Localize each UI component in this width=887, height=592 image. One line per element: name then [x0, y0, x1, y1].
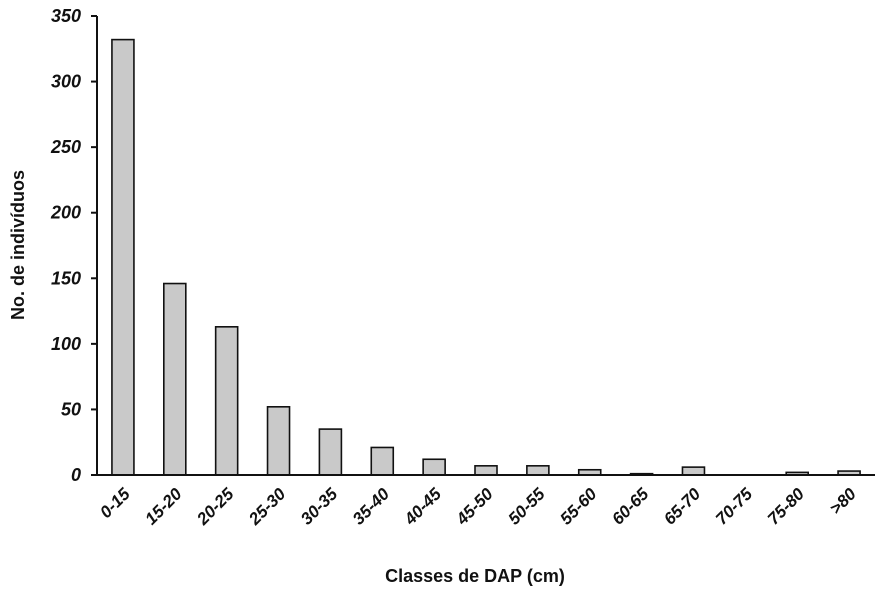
y-tick-label: 50 — [61, 399, 81, 419]
y-tick-label: 150 — [51, 268, 81, 288]
x-tick-label: 40-45 — [400, 484, 445, 529]
bar-0-15 — [111, 38, 135, 476]
bar-35-40 — [370, 446, 395, 476]
x-tick-label: 20-25 — [193, 484, 238, 529]
y-tick-label: 250 — [50, 137, 81, 157]
y-axis-title: No. de indivíduos — [8, 170, 28, 320]
x-tick-label: 15-20 — [141, 484, 186, 529]
y-tick-label: 0 — [71, 465, 81, 485]
y-axis-ticks: 0 50 100 150 200 250 300 350 — [50, 6, 97, 485]
x-tick-label: >80 — [826, 484, 860, 518]
bar-15-20 — [163, 282, 187, 476]
x-tick-label: 45-50 — [452, 484, 497, 529]
x-tick-label: 55-60 — [556, 484, 601, 529]
bar-20-25 — [214, 326, 239, 476]
x-tick-label: 30-35 — [297, 484, 342, 529]
y-tick-label: 300 — [51, 72, 81, 92]
bar-25-30 — [266, 406, 291, 476]
x-tick-label: 35-40 — [349, 484, 394, 529]
x-tick-label: 0-15 — [96, 484, 134, 522]
x-tick-label: 50-55 — [505, 484, 550, 529]
x-axis-title: Classes de DAP (cm) — [385, 566, 565, 586]
x-tick-label: 60-65 — [608, 484, 653, 529]
bar-30-35 — [318, 428, 343, 476]
bar-65-70 — [681, 466, 706, 476]
x-tick-label: 75-80 — [764, 484, 809, 529]
y-tick-label: 350 — [51, 6, 81, 26]
x-tick-label: 65-70 — [660, 484, 705, 529]
x-tick-label: 25-30 — [244, 484, 289, 529]
bar-45-50 — [474, 465, 498, 476]
x-axis-ticks: 0-15 15-20 20-25 25-30 30-35 35-40 40-45 45-50 5… — [96, 484, 860, 529]
x-tick-label: 70-75 — [712, 484, 757, 529]
bar-50-55 — [526, 465, 550, 476]
y-tick-label: 100 — [51, 334, 81, 354]
bars — [111, 38, 861, 476]
y-tick-label: 200 — [50, 203, 81, 223]
bar-40-45 — [422, 458, 446, 476]
